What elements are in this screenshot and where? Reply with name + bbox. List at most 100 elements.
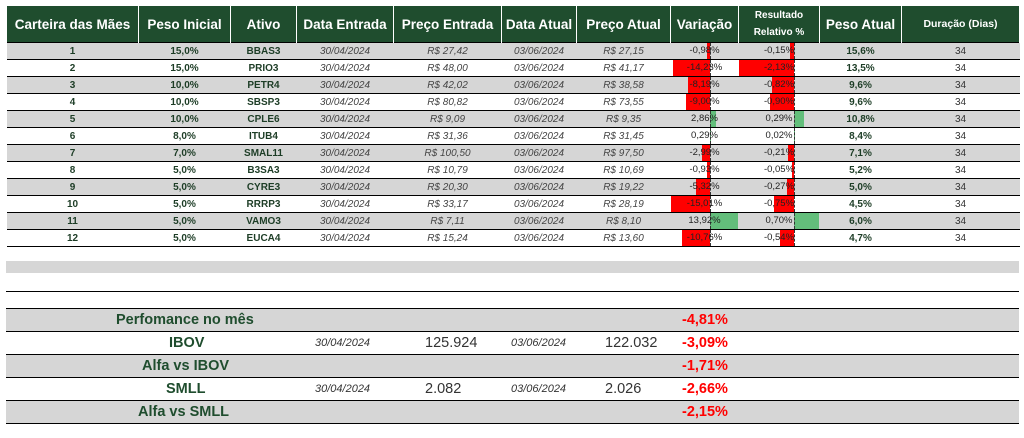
duracao-cell[interactable]: 34 [901, 212, 1020, 230]
preco-entrada-cell[interactable]: R$ 31,36 [393, 127, 502, 145]
row-number[interactable]: 12 [6, 229, 139, 247]
variacao-cell[interactable]: -10,76% [670, 229, 739, 247]
data-entrada-cell[interactable]: 30/04/2024 [296, 42, 394, 60]
peso-inicial-cell[interactable]: 7,0% [138, 144, 231, 162]
variacao-cell[interactable]: -5,32% [670, 178, 739, 196]
col-header-peso-inicial[interactable]: Peso Inicial [138, 6, 231, 43]
table-row[interactable]: 5 10,0% CPLE6 30/04/2024 R$ 9,09 03/06/2024 R$… [6, 110, 1020, 128]
preco-entrada-cell[interactable]: R$ 100,50 [393, 144, 502, 162]
col-header-resultado-relativo[interactable]: Resultado Relativo % [738, 6, 820, 43]
peso-inicial-cell[interactable]: 5,0% [138, 178, 231, 196]
summary-row-performance[interactable]: Perfomance no mês -4,81% [6, 308, 1019, 331]
preco-atual-cell[interactable]: R$ 73,55 [576, 93, 671, 111]
ativo-cell[interactable]: PRIO3 [230, 59, 297, 77]
preco-atual-cell[interactable]: R$ 31,45 [576, 127, 671, 145]
data-entrada-cell[interactable]: 30/04/2024 [296, 110, 394, 128]
table-row[interactable]: 7 7,0% SMAL11 30/04/2024 R$ 100,50 03/06/2024… [6, 144, 1020, 162]
preco-entrada-cell[interactable]: R$ 27,42 [393, 42, 502, 60]
summary-row-smll[interactable]: SMLL 30/04/2024 2.082 03/06/2024 2.026 -… [6, 377, 1019, 400]
variacao-cell[interactable]: -0,93% [670, 161, 739, 179]
data-entrada-cell[interactable]: 30/04/2024 [296, 76, 394, 94]
resultado-relativo-cell[interactable]: -0,15% [738, 42, 820, 60]
resultado-relativo-cell[interactable]: 0,70% [738, 212, 820, 230]
peso-inicial-cell[interactable]: 8,0% [138, 127, 231, 145]
ativo-cell[interactable]: CYRE3 [230, 178, 297, 196]
variacao-cell[interactable]: -15,01% [670, 195, 739, 213]
ativo-cell[interactable]: RRRP3 [230, 195, 297, 213]
peso-atual-cell[interactable]: 5,2% [819, 161, 902, 179]
col-header-data-entrada[interactable]: Data Entrada [296, 6, 394, 43]
data-entrada-cell[interactable]: 30/04/2024 [296, 178, 394, 196]
peso-inicial-cell[interactable]: 10,0% [138, 76, 231, 94]
row-number[interactable]: 9 [6, 178, 139, 196]
resultado-relativo-cell[interactable]: -0,75% [738, 195, 820, 213]
summary-row-alfa-ibov[interactable]: Alfa vs IBOV -1,71% [6, 354, 1019, 377]
preco-entrada-cell[interactable]: R$ 20,30 [393, 178, 502, 196]
peso-inicial-cell[interactable]: 10,0% [138, 93, 231, 111]
data-atual-cell[interactable]: 03/06/2024 [501, 212, 577, 230]
preco-entrada-cell[interactable]: R$ 15,24 [393, 229, 502, 247]
ativo-cell[interactable]: PETR4 [230, 76, 297, 94]
ativo-cell[interactable]: CPLE6 [230, 110, 297, 128]
peso-atual-cell[interactable]: 8,4% [819, 127, 902, 145]
data-atual-cell[interactable]: 03/06/2024 [501, 161, 577, 179]
duracao-cell[interactable]: 34 [901, 144, 1020, 162]
duracao-cell[interactable]: 34 [901, 127, 1020, 145]
row-number[interactable]: 3 [6, 76, 139, 94]
peso-atual-cell[interactable]: 6,0% [819, 212, 902, 230]
table-row[interactable]: 11 5,0% VAMO3 30/04/2024 R$ 7,11 03/06/2024 R$… [6, 212, 1020, 230]
col-header-preco-entrada[interactable]: Preço Entrada [393, 6, 502, 43]
data-atual-cell[interactable]: 03/06/2024 [501, 59, 577, 77]
data-atual-cell[interactable]: 03/06/2024 [501, 195, 577, 213]
ativo-cell[interactable]: SMAL11 [230, 144, 297, 162]
duracao-cell[interactable]: 34 [901, 59, 1020, 77]
variacao-cell[interactable]: -8,19% [670, 76, 739, 94]
resultado-relativo-cell[interactable]: 0,02% [738, 127, 820, 145]
preco-entrada-cell[interactable]: R$ 10,79 [393, 161, 502, 179]
row-number[interactable]: 4 [6, 93, 139, 111]
peso-atual-cell[interactable]: 5,0% [819, 178, 902, 196]
row-number[interactable]: 2 [6, 59, 139, 77]
resultado-relativo-cell[interactable]: -0,27% [738, 178, 820, 196]
peso-atual-cell[interactable]: 15,6% [819, 42, 902, 60]
data-entrada-cell[interactable]: 30/04/2024 [296, 144, 394, 162]
row-number[interactable]: 6 [6, 127, 139, 145]
data-entrada-cell[interactable]: 30/04/2024 [296, 195, 394, 213]
resultado-relativo-cell[interactable]: -0,54% [738, 229, 820, 247]
preco-entrada-cell[interactable]: R$ 42,02 [393, 76, 502, 94]
duracao-cell[interactable]: 34 [901, 229, 1020, 247]
col-header-carteira[interactable]: Carteira das Mães [6, 6, 139, 43]
col-header-variacao[interactable]: Variação [670, 6, 739, 43]
peso-inicial-cell[interactable]: 10,0% [138, 110, 231, 128]
preco-entrada-cell[interactable]: R$ 80,82 [393, 93, 502, 111]
row-number[interactable]: 1 [6, 42, 139, 60]
data-atual-cell[interactable]: 03/06/2024 [501, 178, 577, 196]
ativo-cell[interactable]: EUCA4 [230, 229, 297, 247]
preco-entrada-cell[interactable]: R$ 33,17 [393, 195, 502, 213]
data-entrada-cell[interactable]: 30/04/2024 [296, 93, 394, 111]
col-header-peso-atual[interactable]: Peso Atual [819, 6, 902, 43]
col-header-data-atual[interactable]: Data Atual [501, 6, 577, 43]
preco-atual-cell[interactable]: R$ 27,15 [576, 42, 671, 60]
variacao-cell[interactable]: -0,98% [670, 42, 739, 60]
peso-atual-cell[interactable]: 10,8% [819, 110, 902, 128]
duracao-cell[interactable]: 34 [901, 161, 1020, 179]
peso-atual-cell[interactable]: 13,5% [819, 59, 902, 77]
ativo-cell[interactable]: B3SA3 [230, 161, 297, 179]
data-entrada-cell[interactable]: 30/04/2024 [296, 161, 394, 179]
variacao-cell[interactable]: 13,92% [670, 212, 739, 230]
resultado-relativo-cell[interactable]: -2,13% [738, 59, 820, 77]
duracao-cell[interactable]: 34 [901, 42, 1020, 60]
preco-atual-cell[interactable]: R$ 10,69 [576, 161, 671, 179]
ativo-cell[interactable]: BBAS3 [230, 42, 297, 60]
variacao-cell[interactable]: -14,23% [670, 59, 739, 77]
row-number[interactable]: 10 [6, 195, 139, 213]
row-number[interactable]: 8 [6, 161, 139, 179]
variacao-cell[interactable]: 0,29% [670, 127, 739, 145]
ativo-cell[interactable]: VAMO3 [230, 212, 297, 230]
data-entrada-cell[interactable]: 30/04/2024 [296, 127, 394, 145]
peso-inicial-cell[interactable]: 5,0% [138, 229, 231, 247]
resultado-relativo-cell[interactable]: -0,21% [738, 144, 820, 162]
data-entrada-cell[interactable]: 30/04/2024 [296, 229, 394, 247]
peso-inicial-cell[interactable]: 5,0% [138, 161, 231, 179]
